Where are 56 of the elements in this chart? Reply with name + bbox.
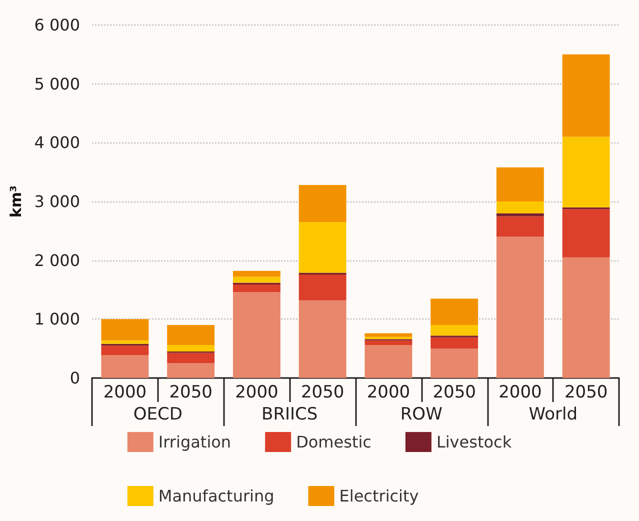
- bar: [496, 216, 544, 237]
- bar: [430, 337, 478, 349]
- bar: [298, 222, 346, 273]
- bar: [430, 325, 478, 336]
- text: World: [528, 404, 578, 424]
- bar: [562, 209, 610, 258]
- y-tick-label: 3 000: [34, 192, 80, 211]
- bar: [496, 236, 544, 378]
- bar: [101, 355, 149, 378]
- bar: [298, 274, 346, 300]
- x-tick-label: 2000: [103, 382, 147, 402]
- text: OECD: [133, 404, 182, 424]
- bar: [232, 276, 280, 283]
- bar: [430, 298, 478, 326]
- y-axis-title: km³: [6, 185, 25, 218]
- bar: [562, 136, 610, 208]
- bar: [101, 340, 149, 344]
- bar: [496, 202, 544, 214]
- y-tick-label: 4 000: [34, 133, 80, 152]
- bar: [364, 340, 412, 346]
- x-tick-label: 2050: [432, 382, 476, 402]
- bar: [562, 54, 610, 137]
- bar: [430, 348, 478, 378]
- legend-label: Irrigation: [158, 432, 232, 452]
- bar: [167, 363, 215, 378]
- x-tick-label: 2000: [235, 382, 278, 402]
- x-tick-label: 2050: [564, 382, 608, 402]
- bar: [298, 300, 346, 378]
- bar: [167, 325, 215, 346]
- bar: [232, 270, 280, 277]
- y-tick-label: 6 000: [34, 16, 80, 34]
- bar: [364, 333, 412, 337]
- x-tick-label: 2000: [498, 382, 542, 402]
- y-tick-label: 2 000: [34, 250, 80, 270]
- legend-label: Electricity: [339, 486, 419, 506]
- bar: [298, 185, 346, 222]
- x-tick-label: 2050: [169, 382, 212, 402]
- x-tick-label: 2050: [300, 382, 344, 402]
- bar: [364, 345, 412, 378]
- x-tick-label: 2000: [366, 382, 410, 402]
- bar: [101, 346, 149, 356]
- bar: [232, 284, 280, 292]
- text: ROW: [400, 404, 443, 424]
- y-tick-label: 5 000: [34, 74, 80, 94]
- bar: [562, 257, 610, 378]
- y-tick-label: 1 000: [34, 310, 80, 329]
- y-tick-label: 0: [70, 368, 80, 388]
- text: BRIICS: [262, 404, 318, 424]
- legend-label: Livestock: [436, 432, 512, 452]
- bar: [101, 319, 149, 340]
- legend-label: Domestic: [296, 432, 372, 452]
- bar: [496, 167, 544, 202]
- bar: [232, 292, 280, 378]
- bar: [167, 345, 215, 352]
- legend-label: Manufacturing: [158, 486, 274, 506]
- bar: [167, 352, 215, 364]
